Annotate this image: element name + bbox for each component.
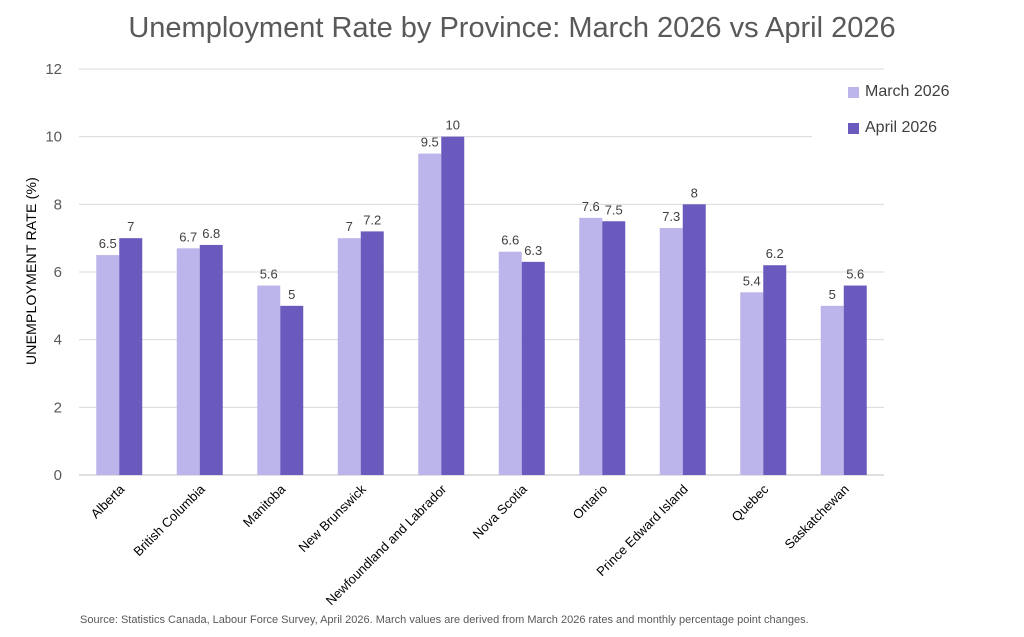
- bar: [602, 221, 626, 475]
- bar: [843, 285, 867, 475]
- x-tick-label: Ontario: [570, 482, 611, 523]
- x-tick-label: Saskatchewan: [781, 482, 851, 552]
- data-label: 9.5: [421, 135, 439, 150]
- bar: [682, 204, 706, 476]
- legend-swatch-april: [848, 122, 859, 134]
- bar: [119, 238, 143, 475]
- bar: [418, 153, 442, 476]
- data-label: 5.6: [260, 267, 278, 282]
- legend-item-march: March 2026: [848, 82, 950, 102]
- data-label: 8: [691, 185, 698, 200]
- legend: March 2026 April 2026: [812, 73, 983, 147]
- bar: [659, 228, 683, 475]
- bar: [521, 261, 545, 475]
- data-label: 6.2: [766, 246, 784, 261]
- legend-item-april: April 2026: [848, 118, 937, 138]
- legend-label-april: April 2026: [865, 119, 938, 136]
- bar: [96, 255, 120, 475]
- y-tick-label: 8: [54, 196, 62, 213]
- bar: [498, 251, 522, 475]
- x-tick-label: British Columbia: [130, 481, 208, 559]
- y-tick-label: 0: [54, 467, 62, 484]
- x-tick-label: Quebec: [729, 481, 772, 524]
- data-label: 10: [446, 118, 460, 133]
- data-label: 7: [127, 219, 134, 234]
- bar: [740, 292, 764, 475]
- data-label: 6.7: [179, 229, 197, 244]
- y-tick-label: 10: [45, 129, 62, 146]
- data-label: 7.5: [605, 202, 623, 217]
- data-label: 6.8: [202, 226, 220, 241]
- y-tick-label: 6: [54, 264, 62, 281]
- data-label: 5.6: [846, 267, 864, 282]
- bar: [820, 305, 844, 475]
- data-label: 7.6: [582, 199, 600, 214]
- data-label: 7: [346, 219, 353, 234]
- y-tick-label: 12: [45, 61, 62, 78]
- chart-title: Unemployment Rate by Province: March 202…: [128, 12, 896, 44]
- y-tick-label: 4: [54, 332, 62, 349]
- data-label: 7.2: [363, 212, 381, 227]
- bar: [763, 265, 787, 475]
- bar: [280, 305, 304, 475]
- x-tick-label: Prince Edward Island: [593, 482, 690, 579]
- data-label: 5: [829, 287, 836, 302]
- x-tick-label: Alberta: [88, 481, 128, 521]
- legend-label-march: March 2026: [865, 83, 950, 100]
- source-note: Source: Statistics Canada, Labour Force …: [80, 614, 809, 626]
- bar: [579, 217, 603, 475]
- data-label: 6.5: [99, 236, 117, 251]
- bar: [199, 244, 223, 475]
- bar: [257, 285, 281, 475]
- bar: [337, 238, 361, 475]
- data-label: 6.3: [524, 243, 542, 258]
- y-tick-label: 2: [54, 399, 62, 416]
- data-label: 5: [288, 287, 295, 302]
- bar: [360, 231, 384, 475]
- legend-swatch-march: [848, 86, 859, 98]
- data-label: 7.3: [662, 209, 680, 224]
- bar: [441, 136, 465, 475]
- bar: [176, 248, 200, 475]
- x-tick-label: New Brunswick: [295, 481, 369, 555]
- x-tick-label: Nova Scotia: [470, 481, 531, 542]
- data-label: 5.4: [743, 273, 761, 288]
- x-tick-label: Manitoba: [240, 481, 289, 530]
- data-label: 6.6: [501, 233, 519, 248]
